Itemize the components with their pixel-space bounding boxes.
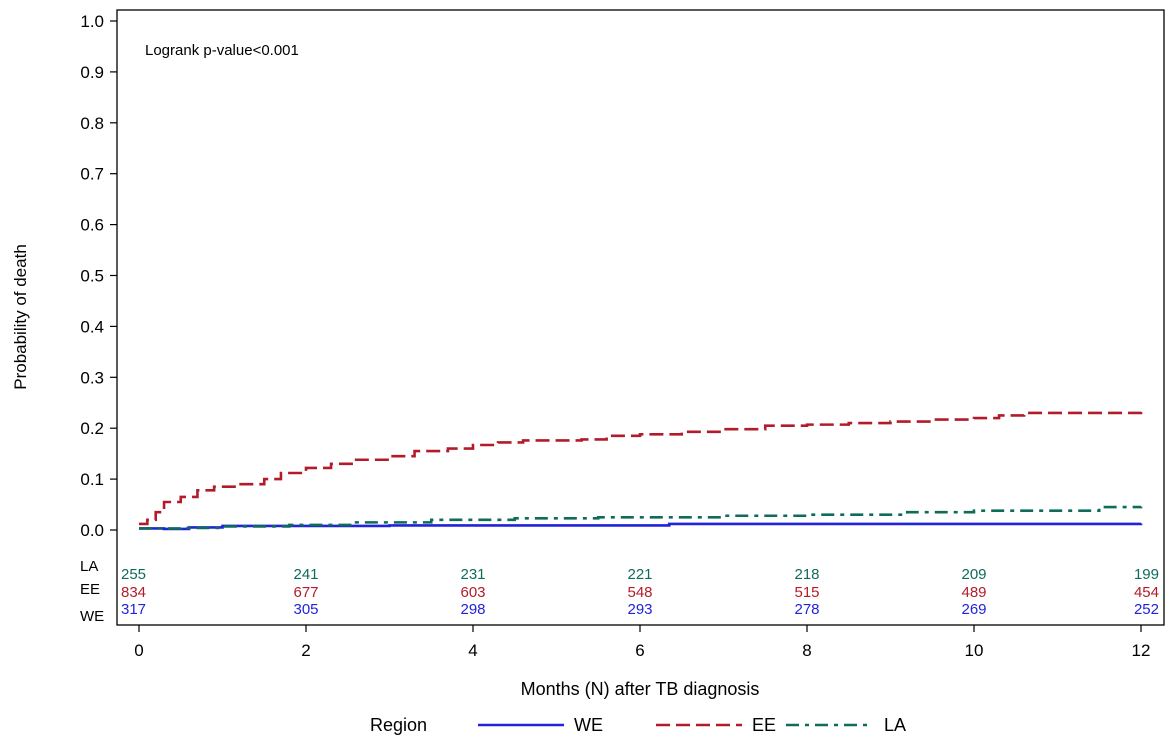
series-line-la [139, 505, 1143, 530]
risk-count: 317 [121, 601, 146, 618]
y-tick-label: 0.3 [80, 368, 104, 387]
series-line-ee [139, 411, 1143, 526]
risk-count: 548 [627, 584, 652, 601]
x-tick-label: 10 [965, 641, 984, 660]
risk-count: 298 [460, 601, 485, 618]
risk-table: LA 255 241 231 221 218 209 199 EE 834 677 603 548 515… [80, 558, 1159, 625]
x-tick-label: 2 [301, 641, 310, 660]
risk-count: 209 [961, 566, 986, 583]
x-tick-label: 4 [468, 641, 477, 660]
risk-row-label: LA [80, 558, 98, 575]
x-tick-label: 0 [134, 641, 143, 660]
legend-label-ee: EE [752, 715, 776, 735]
logrank-annotation: Logrank p-value<0.001 [145, 42, 299, 59]
x-tick-label: 12 [1132, 641, 1151, 660]
risk-count: 293 [627, 601, 652, 618]
risk-count: 218 [794, 566, 819, 583]
series-layer [139, 411, 1143, 531]
risk-row-label: WE [80, 608, 104, 625]
risk-count: 199 [1134, 566, 1159, 583]
risk-count: 255 [121, 566, 146, 583]
risk-count: 241 [293, 566, 318, 583]
plot-frame [116, 9, 1165, 626]
y-axis-label: Probability of death [11, 244, 30, 390]
risk-count: 603 [460, 584, 485, 601]
x-axis: 0 2 4 6 8 10 12 [134, 625, 1150, 660]
risk-count: 221 [627, 566, 652, 583]
x-tick-label: 6 [635, 641, 644, 660]
y-tick-label: 0.4 [80, 317, 104, 336]
risk-count: 515 [794, 584, 819, 601]
legend-label-we: WE [574, 715, 603, 735]
y-tick-label: 0.6 [80, 216, 104, 235]
y-axis: 0.0 0.1 0.2 0.3 0.4 0.5 0.6 0.7 0.8 0.9 1.0 [80, 12, 117, 540]
y-tick-label: 1.0 [80, 12, 104, 31]
risk-count: 305 [293, 601, 318, 618]
y-tick-label: 0.8 [80, 114, 104, 133]
x-axis-label: Months (N) after TB diagnosis [521, 679, 760, 699]
risk-count: 677 [293, 584, 318, 601]
y-tick-label: 0.5 [80, 267, 104, 286]
legend: Region WE EE LA [370, 715, 906, 735]
y-tick-label: 0.7 [80, 165, 104, 184]
risk-count: 231 [460, 566, 485, 583]
risk-count: 252 [1134, 601, 1159, 618]
series-line-we [139, 522, 1143, 531]
risk-count: 269 [961, 601, 986, 618]
y-tick-label: 0.1 [80, 470, 104, 489]
risk-count: 454 [1134, 584, 1159, 601]
x-tick-label: 8 [802, 641, 811, 660]
legend-label-la: LA [884, 715, 906, 735]
risk-count: 489 [961, 584, 986, 601]
risk-count: 834 [121, 584, 146, 601]
y-tick-label: 0.0 [80, 521, 104, 540]
legend-title: Region [370, 715, 427, 735]
risk-count: 278 [794, 601, 819, 618]
y-tick-label: 0.2 [80, 419, 104, 438]
y-tick-label: 0.9 [80, 63, 104, 82]
risk-row-label: EE [80, 581, 100, 598]
